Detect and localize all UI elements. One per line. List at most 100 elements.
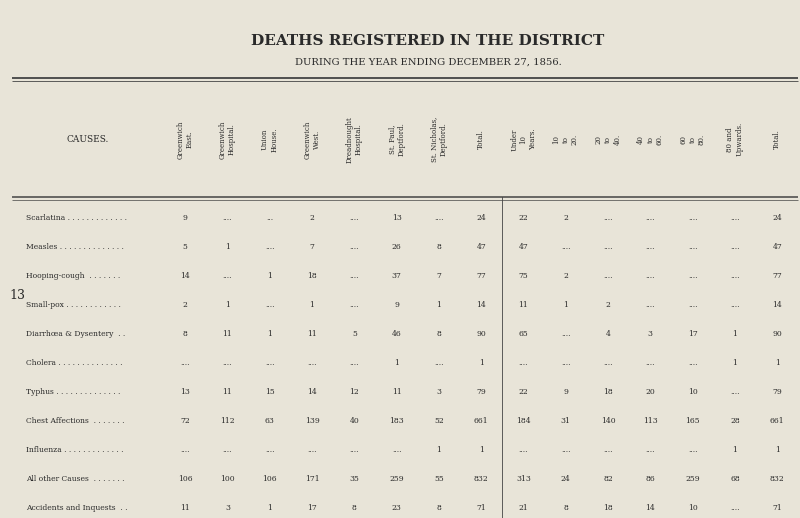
Text: ....: ....	[180, 445, 190, 454]
Text: 40
to
60.: 40 to 60.	[637, 134, 663, 145]
Text: 11: 11	[392, 387, 402, 396]
Text: 11: 11	[222, 329, 232, 338]
Text: 11: 11	[307, 329, 317, 338]
Text: 14: 14	[772, 300, 782, 309]
Text: ....: ....	[730, 300, 740, 309]
Text: 5: 5	[352, 329, 357, 338]
Text: 37: 37	[392, 271, 402, 280]
Text: Diarrhœa & Dysentery  . .: Diarrhœa & Dysentery . .	[26, 329, 125, 338]
Text: 18: 18	[603, 387, 613, 396]
Text: 15: 15	[265, 387, 274, 396]
Text: 13: 13	[10, 289, 26, 302]
Text: 68: 68	[730, 474, 740, 483]
Text: 77: 77	[772, 271, 782, 280]
Text: ....: ....	[561, 242, 570, 251]
Text: 31: 31	[561, 416, 570, 425]
Text: 82: 82	[603, 474, 613, 483]
Text: 18: 18	[307, 271, 317, 280]
Text: 28: 28	[730, 416, 740, 425]
Text: 1: 1	[775, 445, 780, 454]
Text: 90: 90	[476, 329, 486, 338]
Text: 183: 183	[390, 416, 404, 425]
Text: ....: ....	[265, 358, 274, 367]
Text: 77: 77	[476, 271, 486, 280]
Text: 7: 7	[310, 242, 314, 251]
Text: ....: ....	[222, 271, 232, 280]
Text: 13: 13	[392, 213, 402, 222]
Text: 10: 10	[688, 503, 698, 512]
Text: 17: 17	[307, 503, 317, 512]
Text: ....: ....	[561, 358, 570, 367]
Text: 9: 9	[394, 300, 399, 309]
Text: 832: 832	[474, 474, 489, 483]
Text: 72: 72	[180, 416, 190, 425]
Text: 1: 1	[733, 445, 738, 454]
Text: All other Causes  . . . . . . .: All other Causes . . . . . . .	[26, 474, 124, 483]
Text: Influenza . . . . . . . . . . . . .: Influenza . . . . . . . . . . . . .	[26, 445, 123, 454]
Text: CAUSES.: CAUSES.	[67, 135, 109, 144]
Text: 8: 8	[352, 503, 357, 512]
Text: ....: ....	[646, 445, 655, 454]
Text: 106: 106	[178, 474, 193, 483]
Text: 11: 11	[222, 387, 232, 396]
Text: DURING THE YEAR ENDING DECEMBER 27, 1856.: DURING THE YEAR ENDING DECEMBER 27, 1856…	[294, 58, 562, 67]
Text: 52: 52	[434, 416, 444, 425]
Text: ....: ....	[265, 242, 274, 251]
Text: Union
House.: Union House.	[261, 127, 278, 152]
Text: ....: ....	[688, 300, 698, 309]
Text: ....: ....	[688, 358, 698, 367]
Text: 3: 3	[225, 503, 230, 512]
Text: ....: ....	[603, 213, 613, 222]
Text: 14: 14	[646, 503, 655, 512]
Text: 65: 65	[518, 329, 528, 338]
Text: 14: 14	[180, 271, 190, 280]
Text: ....: ....	[307, 358, 317, 367]
Text: 661: 661	[474, 416, 489, 425]
Text: 10: 10	[688, 387, 698, 396]
Text: 63: 63	[265, 416, 274, 425]
Text: 1: 1	[394, 358, 399, 367]
Text: 8: 8	[437, 503, 442, 512]
Text: 184: 184	[516, 416, 531, 425]
Text: ....: ....	[350, 358, 359, 367]
Text: 1: 1	[310, 300, 314, 309]
Text: 14: 14	[307, 387, 317, 396]
Text: 11: 11	[180, 503, 190, 512]
Text: 75: 75	[518, 271, 528, 280]
Text: 661: 661	[770, 416, 785, 425]
Text: 71: 71	[476, 503, 486, 512]
Text: 8: 8	[437, 242, 442, 251]
Text: 55: 55	[434, 474, 444, 483]
Text: 17: 17	[688, 329, 698, 338]
Text: 8: 8	[563, 503, 568, 512]
Text: ....: ....	[646, 242, 655, 251]
Text: 1: 1	[733, 329, 738, 338]
Text: ....: ....	[350, 300, 359, 309]
Text: 1: 1	[437, 445, 442, 454]
Text: ....: ....	[392, 445, 402, 454]
Text: 1: 1	[478, 445, 484, 454]
Text: 1: 1	[437, 300, 442, 309]
Text: Typhus . . . . . . . . . . . . . .: Typhus . . . . . . . . . . . . . .	[26, 387, 120, 396]
Text: ....: ....	[350, 445, 359, 454]
Text: 3: 3	[648, 329, 653, 338]
Text: ....: ....	[688, 213, 698, 222]
Text: 35: 35	[350, 474, 359, 483]
Text: 1: 1	[267, 271, 272, 280]
Text: 259: 259	[390, 474, 404, 483]
Text: Greenwich
West.: Greenwich West.	[303, 120, 321, 159]
Text: 79: 79	[772, 387, 782, 396]
Text: ....: ....	[646, 271, 655, 280]
Text: 165: 165	[686, 416, 700, 425]
Text: St. Paul,
Deptford.: St. Paul, Deptford.	[388, 122, 406, 156]
Text: 10
to
20.: 10 to 20.	[553, 134, 579, 145]
Text: 18: 18	[603, 503, 613, 512]
Text: ....: ....	[307, 445, 317, 454]
Text: Under
10
Years.: Under 10 Years.	[510, 128, 537, 151]
Text: 24: 24	[772, 213, 782, 222]
Text: 106: 106	[262, 474, 277, 483]
Text: St. Nicholas,
Deptford.: St. Nicholas, Deptford.	[430, 117, 447, 162]
Text: 113: 113	[643, 416, 658, 425]
Text: ....: ....	[350, 213, 359, 222]
Text: 100: 100	[220, 474, 234, 483]
